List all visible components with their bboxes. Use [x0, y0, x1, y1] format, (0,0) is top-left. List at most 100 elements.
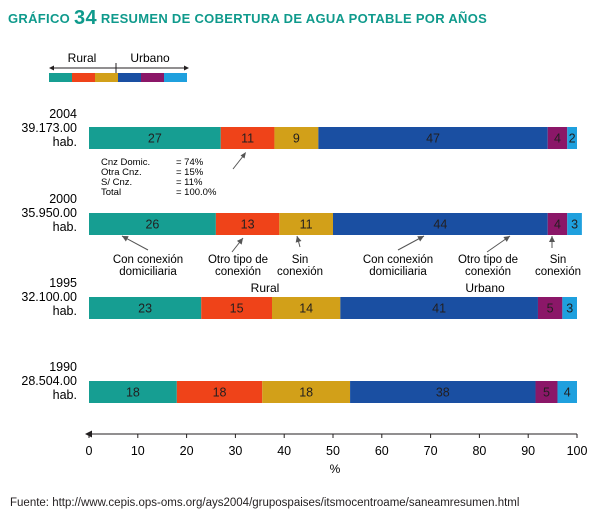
x-tick-label: 60 [375, 444, 389, 458]
bar-value-label: 4 [554, 132, 561, 146]
category-label: Sin [550, 254, 567, 266]
source-note: Fuente: http://www.cepis.ops-oms.org/ays… [10, 497, 520, 509]
bar-segment-otro_tipo_rural [215, 213, 280, 235]
annotation-box-label: S/ Cnz. [101, 177, 132, 188]
x-tick-label: 80 [472, 444, 486, 458]
category-label: conexión [535, 266, 581, 278]
bar-value-label: 41 [432, 302, 446, 316]
bar-value-label: 11 [300, 218, 313, 232]
category-label: Con conexión [363, 254, 433, 266]
group-label-urbano: Urbano [465, 281, 505, 295]
x-axis-label: % [330, 462, 341, 476]
row-year-label: 1990 [49, 360, 77, 374]
annotation-box-value: = 15% [176, 167, 204, 178]
bar-segment-otro_tipo_urbano [547, 213, 568, 235]
bar-value-label: 23 [138, 302, 152, 316]
bar-value-label: 5 [543, 386, 550, 400]
category-label: Sin [292, 254, 309, 266]
bar-segment-con_conexion_rural [89, 127, 221, 149]
legend-swatch-con_conexion_urbano [118, 73, 141, 82]
legend-arrow-left [49, 65, 54, 71]
x-tick-label: 90 [521, 444, 535, 458]
legend-urbano-label: Urbano [130, 51, 170, 65]
x-tick-label: 100 [567, 444, 588, 458]
bar-segment-otro_tipo_rural [176, 381, 263, 403]
bar-segment-con_conexion_urbano [318, 127, 548, 149]
x-tick-label: 30 [228, 444, 242, 458]
row-year-label: 1995 [49, 276, 77, 290]
bar-segment-sin_conexion_urbano [562, 297, 577, 319]
bar-value-label: 4 [564, 386, 571, 400]
bar-segment-otro_tipo_urbano [537, 297, 563, 319]
x-tick-label: 0 [86, 444, 93, 458]
bar-segment-con_conexion_urbano [340, 297, 538, 319]
bar-value-label: 26 [145, 218, 159, 232]
legend-swatch-otro_tipo_urbano [141, 73, 164, 82]
legend-rural-label: Rural [68, 51, 97, 65]
chart-title: GRÁFICO 34 RESUMEN DE COBERTURA DE AGUA PO… [8, 7, 487, 30]
category-label: domiciliaria [369, 266, 427, 278]
row-population-label: 39.173.00 [21, 121, 77, 135]
category-label: domiciliaria [119, 266, 177, 278]
bar-segment-otro_tipo_urbano [547, 127, 568, 149]
bar-value-label: 18 [126, 386, 140, 400]
annotation-box-label: Cnz Domic. [101, 157, 150, 168]
row-year-label: 2000 [49, 192, 77, 206]
category-label: conexión [215, 266, 261, 278]
row-unit-label: hab. [53, 388, 77, 402]
bar-value-label: 4 [554, 218, 561, 232]
bar-segment-sin_conexion_urbano [567, 127, 577, 149]
bar-segment-con_conexion_urbano [350, 381, 536, 403]
bar-segment-otro_tipo_urbano [535, 381, 558, 403]
legend-arrow-right [184, 65, 189, 71]
bar-value-label: 44 [433, 218, 447, 232]
legend: Rural Urbano [49, 51, 189, 82]
legend-swatch-sin_conexion_rural [95, 73, 118, 82]
annotation-pointer-line [232, 154, 245, 170]
bar-value-label: 15 [230, 302, 244, 316]
x-tick-label: 40 [277, 444, 291, 458]
group-label-rural: Rural [251, 281, 280, 295]
row-population-label: 28.504.00 [21, 374, 77, 388]
bar-segment-con_conexion_rural [89, 297, 202, 319]
bar-value-label: 13 [241, 218, 255, 232]
legend-swatch-otro_tipo_rural [72, 73, 95, 82]
x-axis: 0 10 20 30 40 50 60 70 80 90 100% [85, 430, 588, 476]
row-population-label: 32.100.00 [21, 290, 77, 304]
bar-value-label: 5 [547, 302, 554, 316]
legend-swatch-sin_conexion_urbano [164, 73, 187, 82]
annotation-box-label: Total [101, 187, 121, 198]
bar-segment-otro_tipo_rural [201, 297, 272, 319]
legend-swatch-con_conexion_rural [49, 73, 72, 82]
category-arrow-head [549, 236, 555, 242]
row-unit-label: hab. [53, 135, 77, 149]
category-label: Otro tipo de [208, 254, 268, 266]
category-arrow-head [295, 236, 302, 243]
bar-value-label: 11 [241, 132, 254, 146]
bar-value-label: 14 [299, 302, 313, 316]
annotations: Cnz Domic. = 74% Otra Cnz. = 15% S/ Cnz. = 11… [101, 152, 581, 295]
bar-segment-con_conexion_rural [89, 381, 177, 403]
annotation-box-label: Otra Cnz. [101, 167, 142, 178]
category-arrow-head [122, 236, 129, 242]
category-label: conexión [465, 266, 511, 278]
bar-segment-con_conexion_urbano [333, 213, 548, 235]
category-arrow-head [417, 236, 424, 242]
bar-segment-sin_conexion_rural [279, 213, 333, 235]
row-unit-label: hab. [53, 220, 77, 234]
category-label: conexión [277, 266, 323, 278]
bar-value-label: 3 [566, 302, 573, 316]
annotation-pointer-head [240, 152, 246, 159]
annotation-box-value: = 11% [176, 177, 203, 188]
bar-value-label: 27 [148, 132, 162, 146]
annotation-box-value: = 100.0% [176, 187, 217, 198]
bar-segment-sin_conexion_urbano [567, 213, 582, 235]
bar-segment-sin_conexion_urbano [557, 381, 577, 403]
row-unit-label: hab. [53, 304, 77, 318]
category-arrow-head [503, 236, 510, 242]
bar-value-label: 18 [213, 386, 227, 400]
bar-value-label: 47 [426, 132, 440, 146]
bar-value-label: 38 [436, 386, 450, 400]
